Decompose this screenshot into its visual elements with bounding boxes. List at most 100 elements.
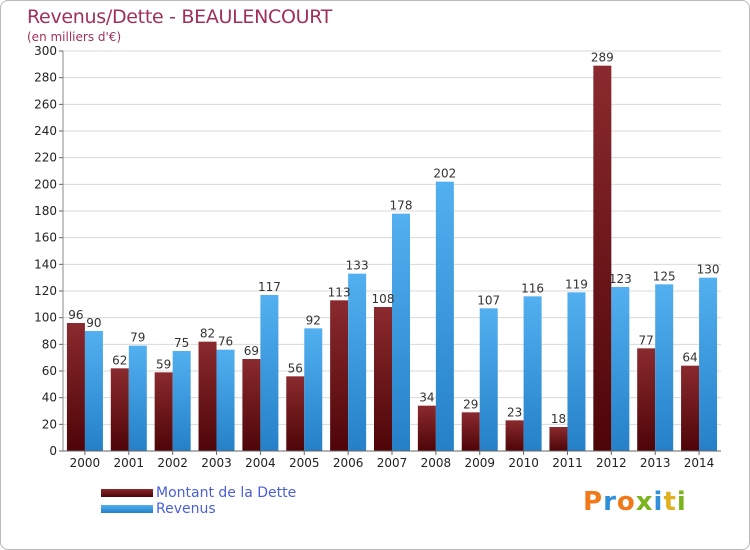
data-label-revenus-2003: 76 (218, 335, 233, 349)
bar-dette-2004 (242, 359, 261, 451)
bar-dette-2001 (110, 368, 129, 451)
bar-revenus-2003 (216, 349, 235, 451)
data-label-dette-2008: 34 (419, 391, 434, 405)
x-tick-label-2014: 2014 (684, 456, 715, 470)
bar-chart: 0 20 40 60 80 100 120 140 160 180 200 220 240 260 280 3… (34, 44, 721, 470)
x-tick-label-2004: 2004 (245, 456, 276, 470)
logo-letter: i (653, 487, 664, 517)
proxiti-logo: Proxiti (583, 487, 687, 517)
logo-letter: x (635, 487, 654, 517)
data-label-dette-2003: 82 (200, 327, 215, 341)
x-tick-label-2000: 2000 (70, 456, 101, 470)
x-axis-ticks: 2000 2001 2002 2003 2004 2005 2006 2007 2008 2009… (70, 451, 715, 470)
y-tick-label-120: 120 (34, 284, 57, 298)
bar-dette-2008 (417, 405, 436, 451)
data-label-revenus-2001: 79 (130, 331, 145, 345)
bar-dette-2012 (593, 65, 612, 452)
x-tick-label-2008: 2008 (421, 456, 452, 470)
x-tick-label-2003: 2003 (201, 456, 232, 470)
data-label-dette-2000: 96 (68, 308, 83, 322)
data-label-revenus-2012: 123 (609, 272, 632, 286)
x-tick-label-2011: 2011 (552, 456, 583, 470)
bar-revenus-2010 (523, 296, 542, 451)
y-tick-label-140: 140 (34, 257, 57, 271)
data-label-revenus-2006: 133 (346, 259, 369, 273)
data-label-revenus-2004: 117 (258, 280, 281, 294)
data-label-dette-2011: 18 (551, 412, 566, 426)
x-tick-label-2012: 2012 (596, 456, 627, 470)
y-tick-label-260: 260 (34, 97, 57, 111)
bar-dette-2009 (461, 412, 480, 451)
chart-title: Revenus/Dette - BEAULENCOURT (27, 6, 333, 28)
bars-group (66, 65, 718, 452)
data-label-dette-2010: 23 (507, 405, 522, 419)
bar-revenus-2000 (84, 331, 103, 451)
bar-dette-2013 (637, 348, 656, 451)
x-tick-label-2010: 2010 (508, 456, 539, 470)
legend-label-revenus: Revenus (156, 501, 216, 517)
data-label-dette-2002: 59 (156, 357, 171, 371)
y-tick-label-220: 220 (34, 151, 57, 165)
logo-letter: r (603, 487, 617, 517)
data-label-dette-2014: 64 (682, 351, 697, 365)
y-tick-label-100: 100 (34, 311, 57, 325)
y-tick-label-160: 160 (34, 231, 57, 245)
bar-revenus-2009 (479, 308, 498, 451)
bar-dette-2002 (154, 372, 173, 451)
y-tick-label-60: 60 (42, 364, 57, 378)
data-label-revenus-2013: 125 (653, 269, 676, 283)
bar-revenus-2014 (699, 277, 718, 451)
bar-revenus-2002 (172, 351, 191, 451)
bar-dette-2006 (330, 300, 349, 451)
bar-revenus-2004 (260, 295, 279, 451)
data-label-dette-2007: 108 (372, 292, 395, 306)
x-tick-label-2007: 2007 (377, 456, 408, 470)
y-tick-label-200: 200 (34, 177, 57, 191)
x-tick-label-2013: 2013 (640, 456, 671, 470)
bar-revenus-2013 (655, 284, 674, 451)
bar-dette-2010 (505, 420, 524, 451)
y-axis-ticks: 0 20 40 60 80 100 120 140 160 180 200 220 240 260 280 3… (34, 44, 63, 458)
logo-letter: P (583, 487, 604, 517)
y-tick-label-20: 20 (42, 417, 57, 431)
data-label-dette-2001: 62 (112, 353, 127, 367)
data-label-dette-2012: 289 (591, 51, 614, 65)
legend-label-dette: Montant de la Dette (156, 485, 297, 501)
y-tick-label-80: 80 (42, 337, 57, 351)
bar-dette-2011 (549, 427, 568, 451)
x-tick-label-2002: 2002 (157, 456, 188, 470)
bar-revenus-2008 (435, 181, 454, 451)
logo-letter: i (676, 487, 687, 517)
legend-swatch-dette (101, 489, 153, 497)
logo-letter: t (663, 487, 677, 517)
legend-swatch-revenus (101, 505, 153, 513)
data-label-dette-2009: 29 (463, 397, 478, 411)
x-tick-label-2005: 2005 (289, 456, 320, 470)
data-label-dette-2004: 69 (244, 344, 259, 358)
y-tick-label-0: 0 (49, 444, 57, 458)
data-label-revenus-2010: 116 (521, 281, 544, 295)
data-label-revenus-2005: 92 (306, 313, 321, 327)
bar-revenus-2011 (567, 292, 586, 451)
data-label-dette-2013: 77 (639, 333, 654, 347)
bar-revenus-2005 (304, 328, 323, 451)
data-label-dette-2005: 56 (288, 361, 303, 375)
y-tick-label-40: 40 (42, 391, 57, 405)
bar-revenus-2007 (392, 213, 410, 451)
y-tick-label-280: 280 (34, 71, 57, 85)
bar-dette-2014 (681, 365, 700, 451)
data-label-revenus-2000: 90 (86, 316, 101, 330)
data-label-revenus-2007: 178 (390, 199, 413, 213)
y-tick-label-240: 240 (34, 124, 57, 138)
x-tick-label-2006: 2006 (333, 456, 364, 470)
y-tick-label-300: 300 (34, 44, 57, 58)
chart-subtitle: (en milliers d'€) (27, 30, 122, 44)
data-label-revenus-2002: 75 (174, 336, 189, 350)
x-tick-label-2009: 2009 (464, 456, 495, 470)
bar-dette-2007 (374, 307, 392, 451)
data-label-revenus-2014: 130 (697, 263, 720, 277)
bar-dette-2005 (286, 376, 305, 451)
data-label-revenus-2011: 119 (565, 277, 588, 291)
